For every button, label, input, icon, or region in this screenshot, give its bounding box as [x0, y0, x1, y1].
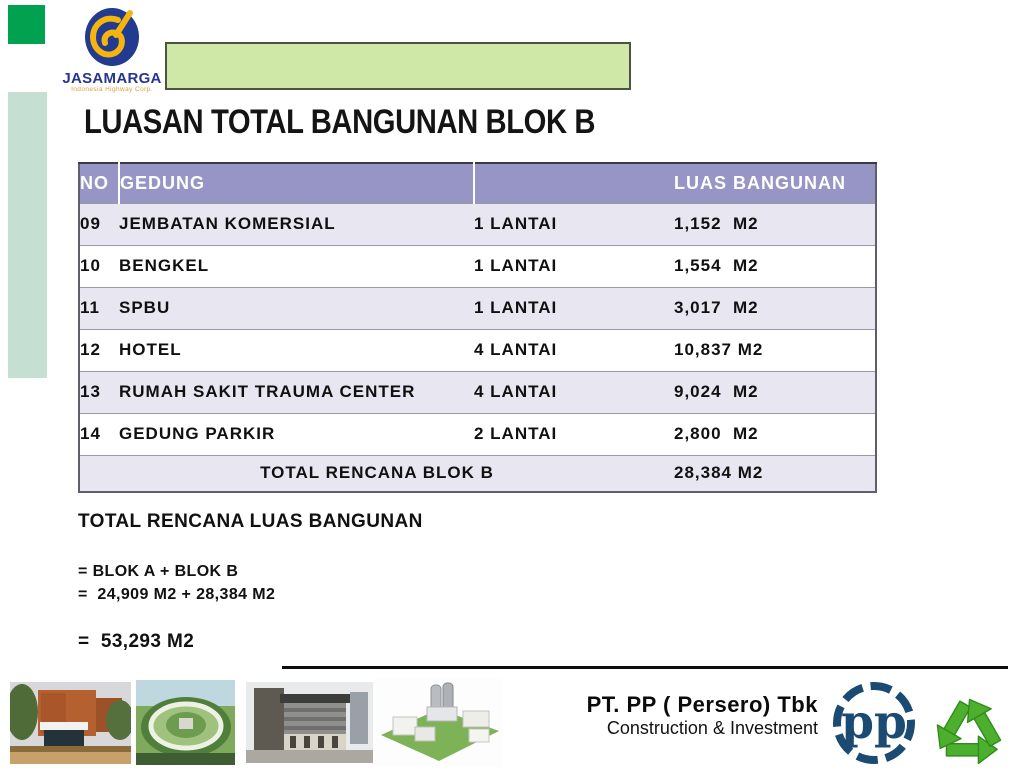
cell-luas: 1,152 M2 — [674, 202, 876, 246]
page-title: LUASAN TOTAL BANGUNAN BLOK B — [84, 103, 596, 141]
recycle-icon — [936, 698, 1002, 765]
header-gedung: GEDUNG — [119, 162, 475, 204]
accent-green-square — [8, 5, 45, 44]
building-photo-1 — [10, 682, 131, 764]
title-highlight-box — [165, 42, 631, 90]
cell-lantai: 1 LANTAI — [474, 286, 674, 330]
total-label: TOTAL RENCANA BLOK B — [79, 454, 674, 493]
building-photo-2 — [136, 680, 235, 765]
cell-gedung: RUMAH SAKIT TRAUMA CENTER — [119, 370, 474, 414]
cell-no: 10 — [79, 244, 119, 288]
cell-gedung: JEMBATAN KOMERSIAL — [119, 202, 474, 246]
summary-line-2: = 24,909 M2 + 28,384 M2 — [78, 586, 276, 603]
cell-no: 09 — [79, 202, 119, 246]
table-row: 13 RUMAH SAKIT TRAUMA CENTER 4 LANTAI 9,… — [79, 370, 876, 414]
summary-heading: TOTAL RENCANA LUAS BANGUNAN — [78, 511, 423, 532]
cell-lantai: 1 LANTAI — [474, 202, 674, 246]
table-row: 12 HOTEL 4 LANTAI 10,837 M2 — [79, 328, 876, 372]
header-lantai — [474, 162, 674, 204]
table-total-row: TOTAL RENCANA BLOK B 28,384 M2 — [79, 454, 876, 493]
total-value: 28,384 M2 — [674, 454, 876, 493]
cell-luas: 10,837 M2 — [674, 328, 876, 372]
buildings-table: NO GEDUNG LUAS BANGUNAN 09 JEMBATAN KOME… — [78, 162, 877, 493]
cell-luas: 2,800 M2 — [674, 412, 876, 456]
table-row: 11 SPBU 1 LANTAI 3,017 M2 — [79, 286, 876, 330]
table-header-row: NO GEDUNG LUAS BANGUNAN — [79, 162, 876, 204]
summary-line-1: = BLOK A + BLOK B — [78, 563, 239, 580]
table-row: 10 BENGKEL 1 LANTAI 1,554 M2 — [79, 244, 876, 288]
summary-line-3: = 53,293 M2 — [78, 631, 195, 652]
cell-gedung: BENGKEL — [119, 244, 474, 288]
cell-luas: 3,017 M2 — [674, 286, 876, 330]
company-subtitle: Construction & Investment — [606, 718, 818, 739]
building-photo-4 — [375, 677, 503, 767]
cell-no: 14 — [79, 412, 119, 456]
pp-logo-icon: pp — [833, 682, 915, 764]
table-row: 09 JEMBATAN KOMERSIAL 1 LANTAI 1,152 M2 — [79, 202, 876, 246]
cell-no: 13 — [79, 370, 119, 414]
building-photo-3 — [246, 682, 373, 763]
cell-no: 12 — [79, 328, 119, 372]
jasamarga-emblem-icon — [85, 8, 139, 66]
pp-monogram: pp — [841, 695, 907, 750]
cell-lantai: 2 LANTAI — [474, 412, 674, 456]
accent-pale-bar — [8, 92, 47, 378]
header-no: NO — [79, 162, 120, 204]
jasamarga-tagline: Indonesia Highway Corp. — [71, 86, 153, 93]
cell-luas: 9,024 M2 — [674, 370, 876, 414]
cell-no: 11 — [79, 286, 119, 330]
cell-gedung: GEDUNG PARKIR — [119, 412, 474, 456]
footer-divider — [282, 666, 1008, 669]
company-block: PT. PP ( Persero) Tbk Construction & Inv… — [440, 692, 818, 740]
jasamarga-logo: JASAMARGA Indonesia Highway Corp. — [56, 6, 168, 98]
cell-lantai: 4 LANTAI — [474, 370, 674, 414]
jasamarga-name: JASAMARGA — [62, 70, 162, 87]
cell-lantai: 1 LANTAI — [474, 244, 674, 288]
cell-gedung: SPBU — [119, 286, 474, 330]
cell-lantai: 4 LANTAI — [474, 328, 674, 372]
table-row: 14 GEDUNG PARKIR 2 LANTAI 2,800 M2 — [79, 412, 876, 456]
company-name: PT. PP ( Persero) Tbk — [586, 692, 818, 717]
cell-gedung: HOTEL — [119, 328, 474, 372]
cell-luas: 1,554 M2 — [674, 244, 876, 288]
header-luas: LUAS BANGUNAN — [674, 162, 876, 204]
